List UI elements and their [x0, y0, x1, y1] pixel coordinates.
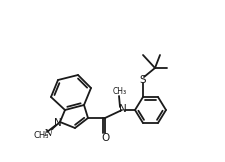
Text: N: N	[119, 104, 127, 114]
Text: N: N	[43, 128, 53, 138]
Text: N: N	[54, 118, 62, 128]
Text: CH₃: CH₃	[33, 132, 49, 140]
Text: CH₃: CH₃	[113, 87, 127, 96]
Text: S: S	[140, 75, 146, 85]
Text: O: O	[101, 133, 109, 143]
